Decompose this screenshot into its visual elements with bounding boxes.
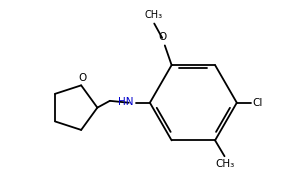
- Text: CH₃: CH₃: [144, 11, 163, 21]
- Text: O: O: [78, 73, 87, 83]
- Text: O: O: [158, 32, 166, 42]
- Text: Cl: Cl: [253, 98, 263, 108]
- Text: HN: HN: [118, 97, 133, 107]
- Text: CH₃: CH₃: [216, 159, 235, 169]
